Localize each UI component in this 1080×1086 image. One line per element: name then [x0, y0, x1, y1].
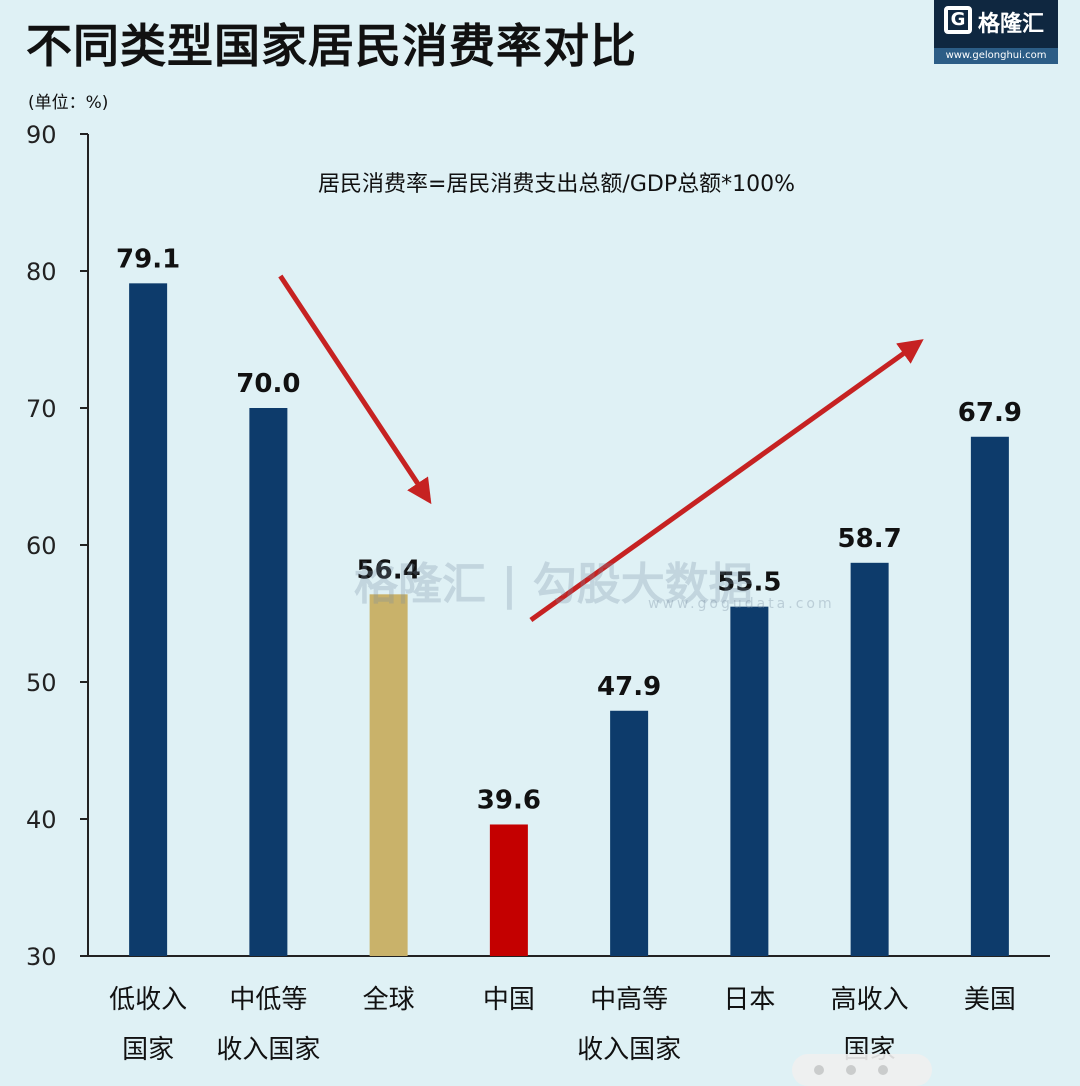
- x-tick-label: 中高等: [590, 985, 668, 1015]
- bar: [610, 710, 649, 956]
- logo-name: 格隆汇: [978, 12, 1045, 37]
- x-tick-label: 中低等: [229, 985, 307, 1015]
- y-tick-label: 30: [26, 943, 57, 971]
- y-tick-label: 40: [26, 806, 57, 834]
- x-tick-label: 收入国家: [216, 1035, 320, 1065]
- brand-logo: G 格隆汇 www.gelonghui.com: [934, 0, 1058, 64]
- chart-title: 不同类型国家居民消费率对比: [26, 19, 637, 73]
- y-tick-label: 60: [26, 532, 57, 560]
- bar: [489, 824, 528, 956]
- watermark-url: www.gogudata.com: [648, 596, 835, 612]
- bar-value-label: 55.5: [717, 568, 781, 598]
- bar-value-label: 39.6: [477, 785, 541, 815]
- x-tick-label: 美国: [964, 985, 1016, 1015]
- dot-icon: [814, 1065, 824, 1075]
- bar: [970, 436, 1009, 956]
- formula-annotation: 居民消费率=居民消费支出总额/GDP总额*100%: [318, 172, 795, 197]
- x-tick-label: 收入国家: [577, 1035, 681, 1065]
- dot-icon: [878, 1065, 888, 1075]
- x-tick-label: 日本: [723, 985, 775, 1015]
- x-tick-label: 中国: [483, 985, 535, 1015]
- logo-g-icon: G: [944, 6, 972, 34]
- x-tick-label: 高收入: [831, 985, 909, 1015]
- y-tick-label: 80: [26, 258, 57, 286]
- y-tick-label: 70: [26, 395, 57, 423]
- bar-value-label: 47.9: [597, 672, 661, 702]
- y-tick-label: 90: [26, 121, 57, 149]
- trend-arrow: [529, 339, 924, 623]
- x-tick-label: 国家: [122, 1035, 174, 1065]
- bar: [369, 594, 408, 956]
- unit-label: (单位：%): [28, 93, 109, 113]
- x-tick-label: 低收入: [109, 985, 187, 1015]
- y-tick-label: 50: [26, 669, 57, 697]
- bar: [249, 408, 288, 956]
- bar: [730, 606, 769, 956]
- bar-value-label: 67.9: [958, 398, 1022, 428]
- bar: [850, 562, 889, 956]
- bar-value-label: 70.0: [236, 369, 300, 399]
- logo-url: www.gelonghui.com: [934, 48, 1058, 64]
- dot-icon: [846, 1065, 856, 1075]
- x-tick-label: 全球: [363, 985, 415, 1015]
- bar: [129, 283, 168, 957]
- bar-value-label: 58.7: [838, 524, 902, 554]
- trend-arrow: [278, 274, 432, 505]
- chat-input-pill[interactable]: [792, 1054, 932, 1086]
- bar-value-label: 56.4: [357, 555, 421, 585]
- bar-value-label: 79.1: [116, 244, 180, 274]
